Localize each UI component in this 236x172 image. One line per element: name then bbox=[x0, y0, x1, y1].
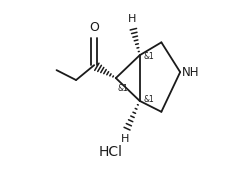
Text: O: O bbox=[89, 21, 99, 34]
Text: NH: NH bbox=[182, 66, 199, 79]
Text: &1: &1 bbox=[143, 95, 154, 104]
Text: H: H bbox=[128, 14, 137, 24]
Text: HCl: HCl bbox=[99, 146, 123, 159]
Text: H: H bbox=[121, 134, 129, 144]
Text: &1: &1 bbox=[118, 84, 128, 93]
Text: &1: &1 bbox=[143, 52, 154, 61]
